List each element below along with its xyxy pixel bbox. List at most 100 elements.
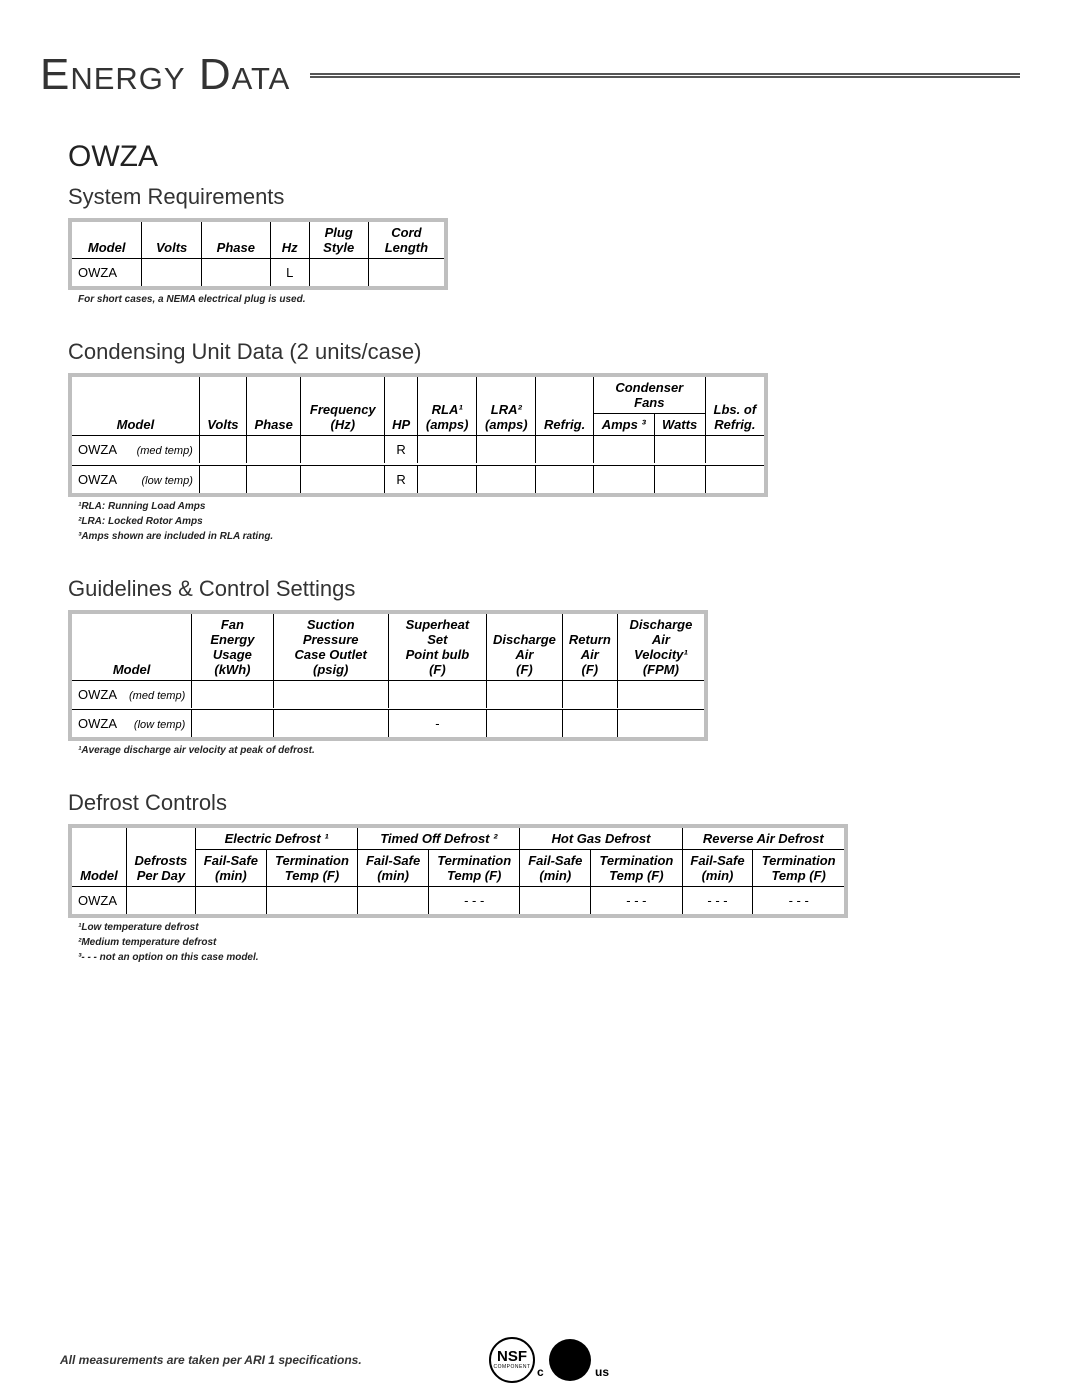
defrost-section: Defrost Controls Model Defrosts Per Day …	[68, 790, 1020, 963]
condensing-table: Model Volts Phase Frequency (Hz) HP RLA¹…	[68, 373, 768, 497]
cell-model: OWZA	[70, 436, 126, 464]
cell	[418, 465, 477, 495]
condensing-section: Condensing Unit Data (2 units/case) Mode…	[68, 339, 1020, 542]
cell: - - -	[428, 887, 519, 917]
th-model: Model	[70, 220, 142, 259]
cell-model: OWZA	[70, 680, 123, 708]
cell-note: (low temp)	[123, 710, 192, 740]
defrost-table: Model Defrosts Per Day Electric Defrost …	[68, 824, 848, 918]
header-rule	[310, 73, 1020, 78]
ul-badge-wrap: c us	[549, 1339, 591, 1381]
th-electric-group: Electric Defrost ¹	[196, 826, 358, 850]
defrost-footnote-2: ²Medium temperature defrost	[78, 937, 1020, 948]
th-model: Model	[70, 826, 126, 887]
cert-icons: NSF COMPONENT c us	[489, 1337, 591, 1383]
th-return: Return Air (F)	[562, 612, 617, 681]
th-phase: Phase	[201, 220, 270, 259]
condensing-footnote-2: ²LRA: Locked Rotor Amps	[78, 516, 1020, 527]
th-timed-group: Timed Off Defrost ²	[358, 826, 520, 850]
th-lra: LRA² (amps)	[477, 375, 536, 436]
th-refrig: Refrig.	[536, 375, 594, 436]
th-suction: Suction Pressure Case Outlet (psig)	[273, 612, 388, 681]
th-reverse-group: Reverse Air Defrost	[682, 826, 846, 850]
cell: -	[388, 710, 486, 740]
cell	[487, 710, 563, 740]
cell	[309, 259, 368, 289]
th-rla: RLA¹ (amps)	[418, 375, 477, 436]
cell: L	[270, 259, 309, 289]
ul-badge-icon	[549, 1339, 591, 1381]
cell	[477, 436, 536, 464]
condensing-title: Condensing Unit Data (2 units/case)	[68, 339, 1020, 365]
cert-note: All measurements are taken per ARI 1 spe…	[60, 1353, 362, 1367]
th-cord: Cord Length	[368, 220, 446, 259]
cell	[617, 680, 706, 708]
cell	[536, 465, 594, 495]
table-row: OWZA (med temp) R	[70, 436, 766, 464]
th-amps: Amps ³	[593, 414, 654, 436]
cell	[358, 887, 429, 917]
th-failsafe: Fail-Safe (min)	[520, 850, 591, 887]
model-heading: OWZA	[68, 140, 1020, 174]
cell	[142, 259, 202, 289]
cell	[196, 887, 267, 917]
th-volts: Volts	[142, 220, 202, 259]
th-hotgas-group: Hot Gas Defrost	[520, 826, 682, 850]
cell: R	[385, 436, 418, 464]
cell	[654, 465, 705, 495]
table-row: OWZA (low temp) R	[70, 465, 766, 495]
ul-us-label: us	[595, 1365, 609, 1379]
model-section: OWZA System Requirements Model Volts Pha…	[68, 140, 1020, 305]
cell	[273, 710, 388, 740]
cell	[705, 436, 766, 464]
th-freq: Frequency (Hz)	[301, 375, 385, 436]
defrost-footnote-3: ³- - - not an option on this case model.	[78, 952, 1020, 963]
cell: R	[385, 465, 418, 495]
cell	[705, 465, 766, 495]
th-model: Model	[70, 375, 199, 436]
th-defrosts: Defrosts Per Day	[126, 826, 195, 887]
th-term: Termination Temp (F)	[591, 850, 682, 887]
th-term: Termination Temp (F)	[753, 850, 846, 887]
cell-note: (med temp)	[126, 436, 199, 464]
th-discharge: Discharge Air (F)	[487, 612, 563, 681]
cell	[477, 465, 536, 495]
cell-model: OWZA	[70, 887, 126, 917]
cert-row: All measurements are taken per ARI 1 spe…	[60, 1353, 1020, 1367]
cell	[266, 887, 357, 917]
cell	[536, 436, 594, 464]
page-header: Energy Data	[40, 50, 1020, 100]
cell: - - -	[591, 887, 682, 917]
th-phase: Phase	[246, 375, 301, 436]
guidelines-title: Guidelines & Control Settings	[68, 576, 1020, 602]
cell	[199, 436, 246, 464]
nsf-badge-icon: NSF COMPONENT	[489, 1337, 535, 1383]
cell	[201, 259, 270, 289]
cell	[199, 465, 246, 495]
th-term: Termination Temp (F)	[428, 850, 519, 887]
cell-note: (med temp)	[123, 680, 192, 708]
th-failsafe: Fail-Safe (min)	[196, 850, 267, 887]
nsf-sub: COMPONENT	[494, 1365, 531, 1369]
th-superheat: Superheat Set Point bulb (F)	[388, 612, 486, 681]
th-hp: HP	[385, 375, 418, 436]
condensing-footnote-1: ¹RLA: Running Load Amps	[78, 501, 1020, 512]
cell	[388, 680, 486, 708]
cell-note: (low temp)	[126, 465, 199, 495]
table-row: OWZA - - - - - - - - - - - -	[70, 887, 846, 917]
th-model: Model	[70, 612, 192, 681]
th-volts: Volts	[199, 375, 246, 436]
th-watts: Watts	[654, 414, 705, 436]
cell	[418, 436, 477, 464]
cell	[368, 259, 446, 289]
table-row: OWZA L	[70, 259, 446, 289]
cell	[654, 436, 705, 464]
table-row: OWZA (low temp) -	[70, 710, 706, 740]
th-condenser-group: Condenser Fans	[593, 375, 705, 414]
cell	[301, 436, 385, 464]
guidelines-footnote: ¹Average discharge air velocity at peak …	[78, 745, 1020, 756]
nsf-label: NSF	[497, 1351, 527, 1363]
cell	[301, 465, 385, 495]
cell	[593, 436, 654, 464]
table-row: OWZA (med temp)	[70, 680, 706, 708]
